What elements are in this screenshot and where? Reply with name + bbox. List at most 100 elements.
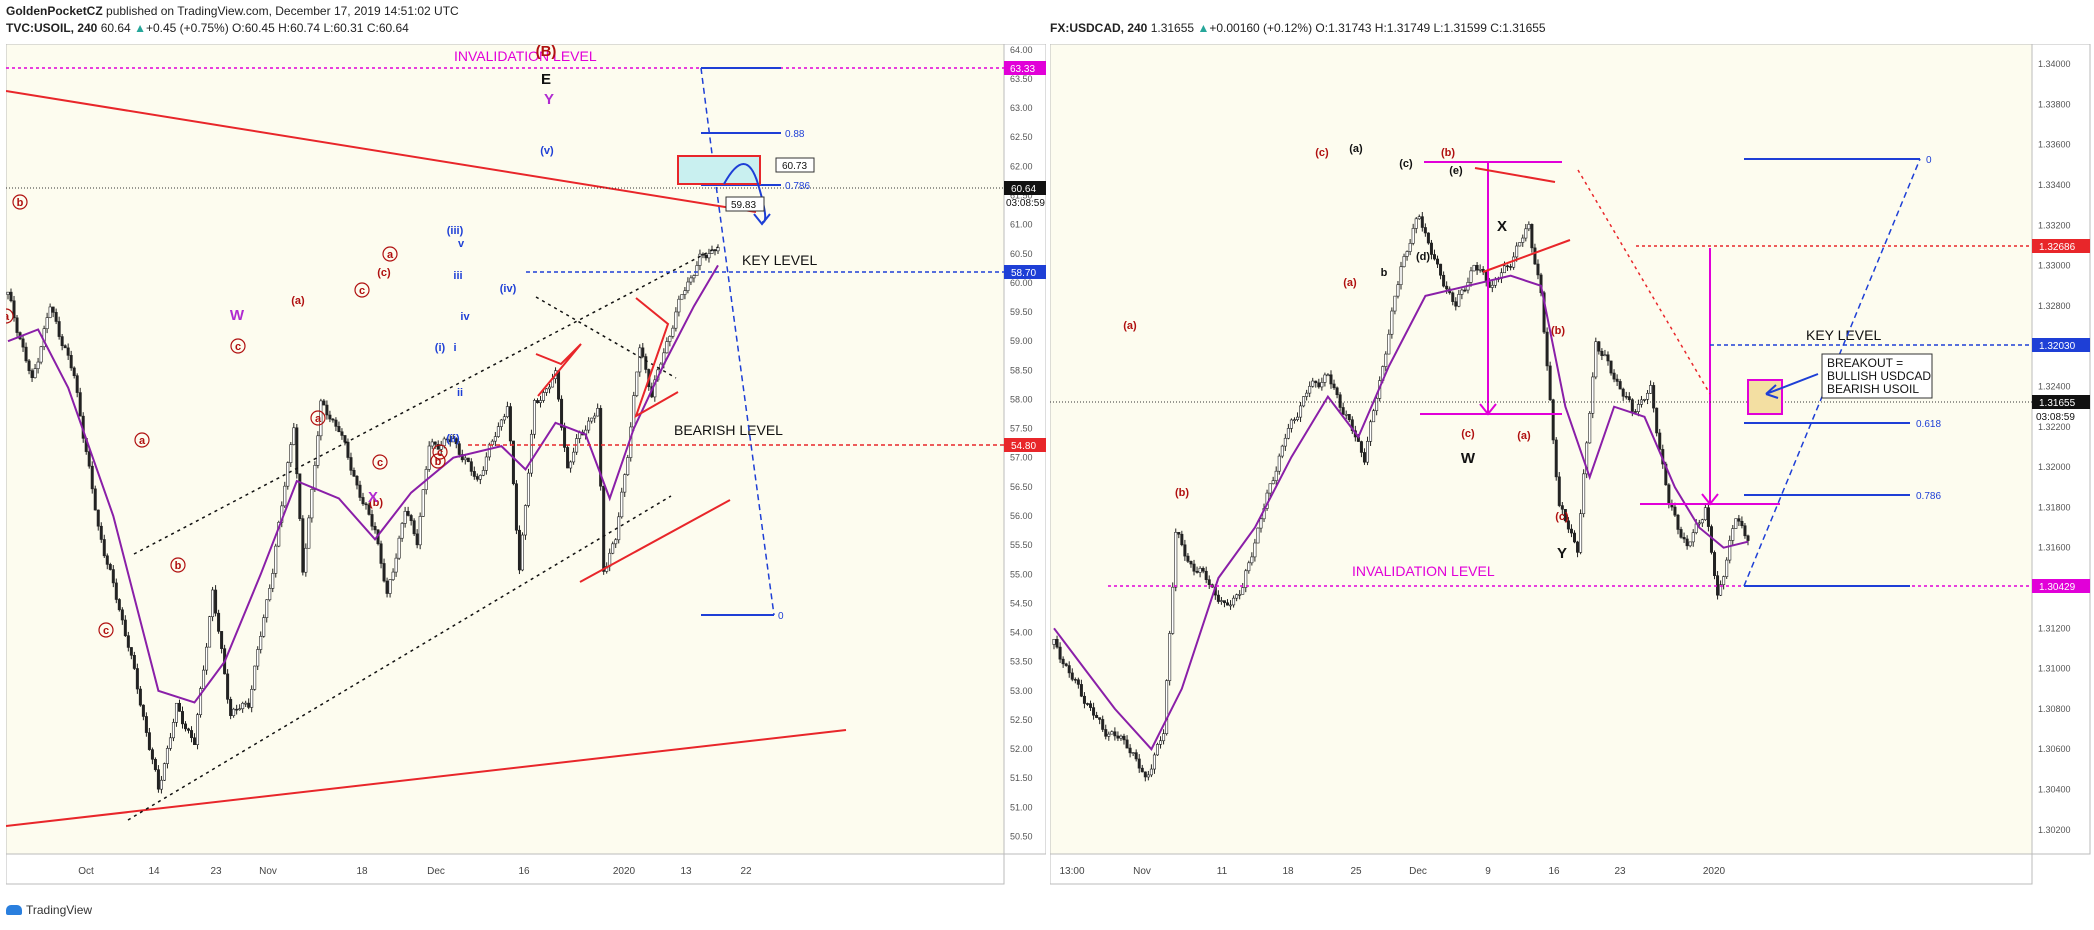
candle-body [126,635,130,648]
breakout-note-line3: BEARISH USOIL [1827,382,1919,396]
candle-body [1542,292,1546,333]
candle-body [1530,224,1534,249]
candle-body [1159,740,1163,745]
candle-body [1469,270,1473,283]
y-tick-label: 1.32800 [2038,301,2071,311]
candle-body [1241,587,1245,595]
resistance-zone [677,155,761,185]
candle-body [623,474,627,493]
y-tick-label: 1.31000 [2038,664,2071,674]
y-tick-label: 1.32400 [2038,382,2071,392]
candle-body [686,281,690,291]
x-tick-label: Oct [78,866,94,877]
wave-label: a [315,413,322,425]
candle-body [205,646,209,671]
candle-body [27,360,31,371]
candle-body [1414,218,1418,229]
candle-body [505,406,509,418]
candle-body [1116,735,1120,739]
wave-label: i [453,342,456,354]
moving-average-line [7,264,719,704]
candle-body [1460,289,1464,295]
usoil-chart[interactable]: 64.00 63.50 63.00 62.50 62.00 61.50 61.00 60.50… [6,44,1046,894]
x-tick-label: 9 [1485,866,1491,877]
wave-circle [6,308,14,324]
y-tick-label: 56.00 [1010,511,1033,521]
wave-label: iii [453,270,462,282]
footer-brand[interactable]: TradingView [6,903,92,917]
candle-body [9,291,13,302]
candle-body [343,435,347,443]
wave-circle [382,246,398,262]
candle-body [542,392,546,401]
candle-body [517,529,521,571]
tradingview-logo-icon [6,905,22,915]
candle-body [499,419,503,427]
candle-body [156,769,160,790]
x-tick-label: 18 [356,866,368,877]
candle-body [1426,232,1430,244]
fib-label-0: 0 [778,611,784,622]
wave-label: a [139,435,146,447]
y-tick-label: 1.31800 [2038,502,2071,512]
candle-body [322,400,326,406]
candle-body [1582,473,1586,514]
candle-body [1174,531,1178,588]
candle-body [214,589,218,614]
candle-body [1563,509,1567,522]
countdown: 03:08:59 [2036,412,2075,423]
candle-body [1152,754,1156,770]
key-price: 58.70 [1011,268,1036,279]
wave-label: v [458,238,465,250]
candle-body [232,708,236,716]
y-tick-label: 58.50 [1010,365,1033,375]
candle-body [238,708,242,711]
candle-body [538,400,542,404]
candle-body [1055,638,1059,648]
candle-body [217,612,221,632]
candle-body [1137,758,1141,769]
candle-body [1518,242,1522,247]
candle-body [1384,353,1388,367]
candle-body [680,294,684,300]
candle-body [602,485,606,572]
candle-body [1119,735,1123,739]
candle-body [692,275,696,279]
wedge-upper [535,296,677,379]
candle-body [412,520,416,535]
candle-body [177,702,181,712]
candle-body [1073,679,1077,681]
candle-body [1667,484,1671,505]
triangle-b [634,297,679,419]
candle-body [1092,707,1096,716]
x-tick-label: 13:00 [1059,866,1084,877]
candle-body [211,589,215,617]
candle-body [1606,354,1610,362]
candle-body [545,388,549,393]
candle-body [620,491,624,518]
callout-low: 59.83 [731,200,756,211]
wave-label: W [230,307,245,324]
usdcad-chart[interactable]: 1.34000 1.33800 1.33600 1.33400 1.33200 1.330… [1050,44,2094,894]
candle-body [1390,310,1394,335]
wave-label: (a) [1349,143,1363,155]
candle-body [39,346,43,363]
candle-body [635,371,639,396]
author-name[interactable]: GoldenPocketCZ [6,4,103,18]
candle-body [1396,284,1400,297]
wave-circle [430,453,446,469]
y-tick-label: 1.32000 [2038,462,2071,472]
candle-body [1095,714,1099,718]
candle-body [1533,247,1537,265]
candle-body [1177,531,1181,535]
wave-label: c [437,447,443,459]
candle-body [548,386,552,390]
candle-body [409,515,413,521]
candle-body [1551,399,1555,441]
candle-body [253,665,257,690]
candle-body [418,516,422,546]
y-tick-label: 59.50 [1010,307,1033,317]
candle-body [304,547,308,573]
candle-body [1101,719,1105,730]
candle-body [1591,376,1595,414]
